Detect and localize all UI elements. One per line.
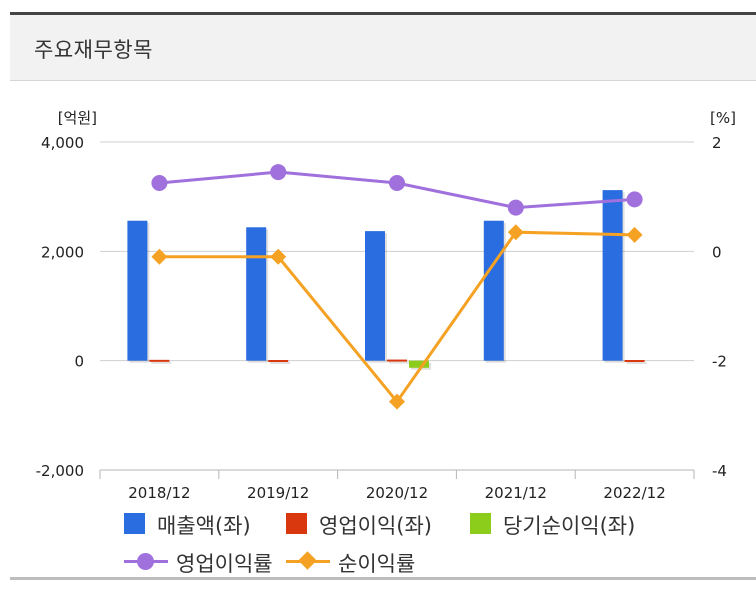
line-point xyxy=(270,164,287,181)
right-axis-tick-label: -4 xyxy=(712,462,727,480)
bar xyxy=(268,360,289,363)
bar xyxy=(365,231,385,361)
bar xyxy=(149,359,170,362)
legend-swatch-net-income xyxy=(470,513,491,534)
line-point xyxy=(151,248,168,265)
x-axis-tick-label: 2018/12 xyxy=(128,484,190,502)
legend-label-net-income: 당기순이익(좌) xyxy=(503,514,636,538)
x-axis-tick-label: 2020/12 xyxy=(366,484,428,502)
line-point xyxy=(389,393,405,410)
bar-shadow xyxy=(270,362,291,365)
right-axis-tick-label: -2 xyxy=(712,353,727,371)
panel-title: 주요재무항목 xyxy=(34,38,153,62)
line-point xyxy=(507,199,524,216)
legend-label-net-margin: 순이익률 xyxy=(338,552,416,576)
line-point xyxy=(626,191,643,208)
left-axis-tick-label: -2,000 xyxy=(36,462,84,480)
panel-header: 주요재무항목 xyxy=(10,15,756,81)
legend-swatch-revenue xyxy=(124,513,145,534)
series-line xyxy=(159,230,635,405)
left-axis-tick-label: 0 xyxy=(74,353,84,371)
legend-marker-operating-margin xyxy=(137,553,154,570)
legend-swatch-operating-income xyxy=(286,513,307,534)
line-point xyxy=(389,175,405,191)
x-axis-tick-label: 2019/12 xyxy=(247,484,309,502)
x-axis-tick-label: 2021/12 xyxy=(485,484,547,502)
line-point xyxy=(151,175,168,191)
bar xyxy=(483,220,504,361)
left-axis-tick-label: 2,000 xyxy=(41,243,84,261)
right-axis-tick-label: 0 xyxy=(712,243,722,261)
bar xyxy=(127,220,148,361)
line-point xyxy=(507,224,524,241)
legend-label-revenue: 매출액(좌) xyxy=(157,514,251,538)
bar xyxy=(246,227,267,361)
bar xyxy=(387,359,407,362)
bottom-divider xyxy=(10,577,756,580)
bar xyxy=(624,360,645,363)
x-axis-tick-label: 2022/12 xyxy=(603,484,665,502)
bar-shadow xyxy=(389,361,409,364)
right-axis-unit: [%] xyxy=(710,109,736,127)
bar-shadow xyxy=(626,362,647,365)
right-axis-tick-label: 2 xyxy=(712,134,722,152)
bar xyxy=(409,360,429,368)
bar xyxy=(602,190,623,361)
left-axis-tick-label: 4,000 xyxy=(41,134,84,152)
bar-shadow xyxy=(151,361,172,364)
line-point xyxy=(270,248,287,265)
legend-label-operating-income: 영업이익(좌) xyxy=(319,514,432,538)
top-divider xyxy=(10,12,756,15)
line-point xyxy=(626,226,643,243)
left-axis-unit: [억원] xyxy=(58,109,97,127)
legend-label-operating-margin: 영업이익률 xyxy=(176,552,273,576)
